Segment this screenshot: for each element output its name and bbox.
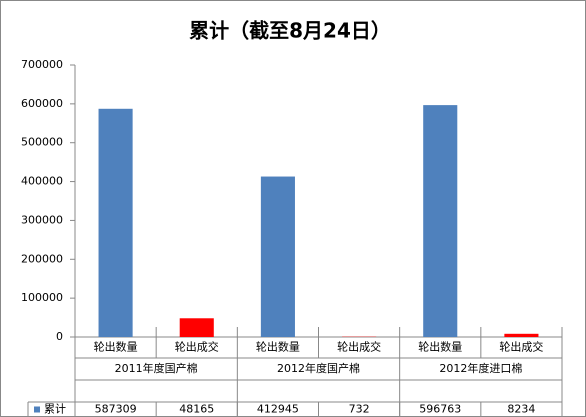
group-label: 2012年度进口棉 (439, 361, 522, 375)
group-label: 2011年度国产棉 (115, 361, 198, 375)
y-tick-label: 600000 (21, 97, 63, 110)
group-label: 2012年度国产棉 (277, 361, 360, 375)
y-tick-label: 400000 (21, 175, 63, 188)
x-tick-label: 轮出成交 (499, 340, 543, 354)
x-tick-label: 轮出成交 (175, 340, 219, 354)
table-value: 596763 (419, 403, 461, 416)
y-tick-label: 500000 (21, 136, 63, 149)
bar (179, 318, 214, 337)
x-tick-label: 轮出数量 (256, 340, 300, 354)
bar (423, 105, 458, 337)
table-value: 48165 (179, 403, 214, 416)
table-value: 412945 (257, 403, 299, 416)
y-tick-label: 200000 (21, 252, 63, 265)
x-tick-label: 轮出数量 (94, 340, 138, 354)
table-value: 8234 (507, 403, 535, 416)
x-tick-label: 轮出成交 (337, 340, 381, 354)
legend-key (34, 406, 40, 413)
table-value: 732 (349, 403, 370, 416)
y-tick-label: 0 (56, 330, 63, 343)
x-tick-label: 轮出数量 (418, 340, 462, 354)
bar (504, 333, 539, 337)
legend-label: 累计 (44, 403, 66, 416)
table-value: 587309 (95, 403, 137, 416)
y-tick-label: 100000 (21, 291, 63, 304)
chart-title: 累计（截至8月24日） (189, 19, 391, 43)
bar (98, 108, 133, 337)
bar (260, 176, 295, 337)
y-tick-label: 300000 (21, 213, 63, 226)
y-tick-label: 700000 (21, 58, 63, 71)
